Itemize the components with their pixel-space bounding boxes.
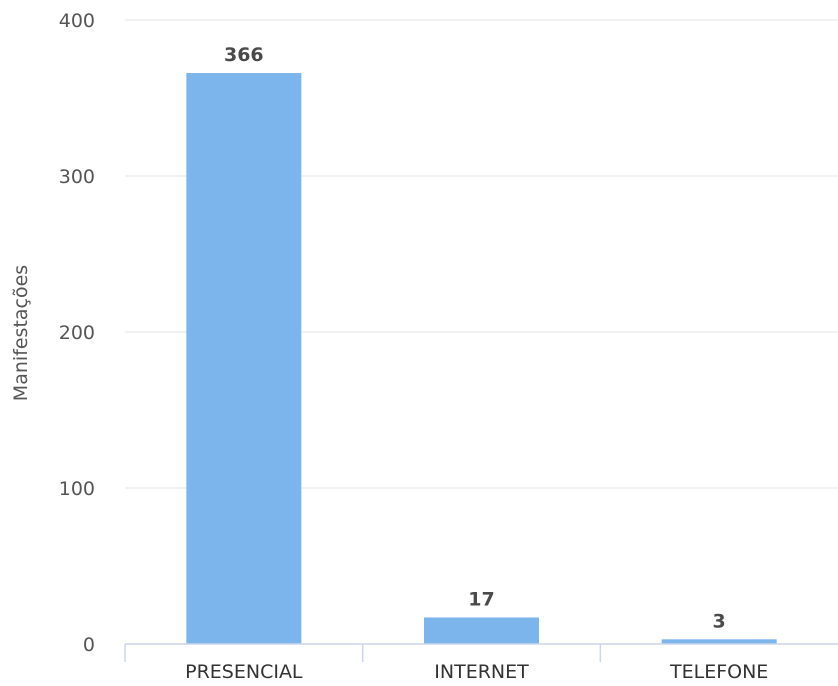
labels: 0 100 200 300 400 366 PRESENCIAL 17 INTERNET 3 TEL…: [59, 10, 769, 683]
bar-internet: [424, 617, 539, 644]
bar-presencial: [186, 73, 302, 645]
x-tick-label: PRESENCIAL: [185, 661, 303, 683]
bar-telefone: [661, 639, 777, 644]
bars: [186, 73, 777, 645]
y-tick-label: 200: [59, 322, 95, 344]
x-tick-label: TELEFONE: [669, 661, 768, 683]
y-axis-title: Manifestações: [10, 265, 32, 401]
y-tick-label: 400: [59, 10, 95, 32]
data-label: 3: [713, 610, 726, 632]
y-tick-label: 300: [59, 166, 95, 188]
y-tick-label: 100: [59, 478, 95, 500]
data-label: 17: [468, 588, 494, 610]
x-tick-label: INTERNET: [434, 661, 529, 683]
data-label: 366: [224, 44, 264, 66]
x-axis: [124, 643, 838, 662]
y-tick-label: 0: [83, 634, 95, 656]
